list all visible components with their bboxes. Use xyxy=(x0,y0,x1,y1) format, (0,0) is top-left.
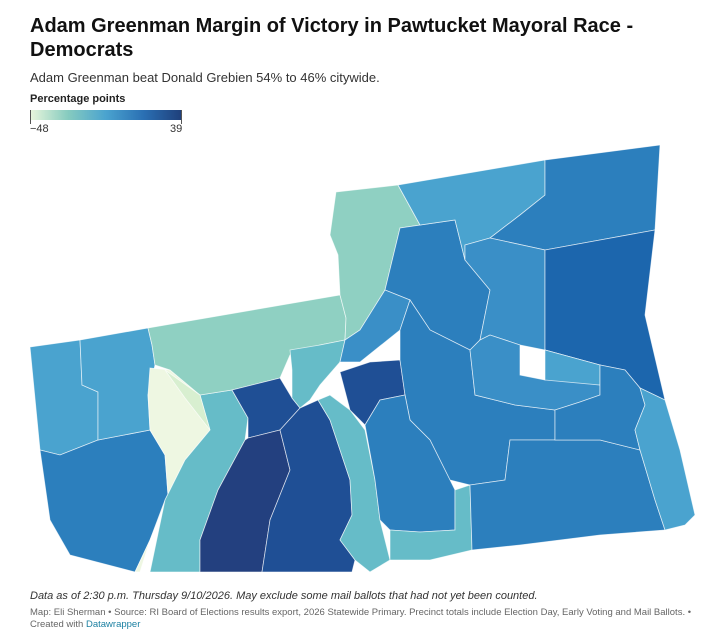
legend-max-label: 39 xyxy=(170,123,183,135)
precinct-north-small[interactable] xyxy=(164,369,211,431)
legend-min-label: −48 xyxy=(30,123,49,135)
precinct-far-east[interactable] xyxy=(634,387,696,531)
legend-tick-min xyxy=(30,110,31,124)
source-text: Map: Eli Sherman • Source: RI Board of E… xyxy=(30,607,692,630)
chart-subtitle: Adam Greenman beat Donald Grebien 54% to… xyxy=(30,70,380,85)
datawrapper-link[interactable]: Datawrapper xyxy=(85,619,141,630)
chart-title: Adam Greenman Margin of Victory in Pawtu… xyxy=(30,15,634,61)
precinct-river-mid[interactable] xyxy=(289,339,346,409)
precinct-map xyxy=(29,144,696,573)
data-note: Data as of 2:30 p.m. Thursday 9/10/2026.… xyxy=(30,590,538,602)
legend-gradient-bar xyxy=(30,110,182,120)
precinct-river-east[interactable] xyxy=(317,394,391,573)
legend-tick-max xyxy=(181,110,182,124)
legend-title: Percentage points xyxy=(30,93,126,105)
source-credit: Map: Eli Sherman • Source: RI Board of E… xyxy=(30,607,710,631)
